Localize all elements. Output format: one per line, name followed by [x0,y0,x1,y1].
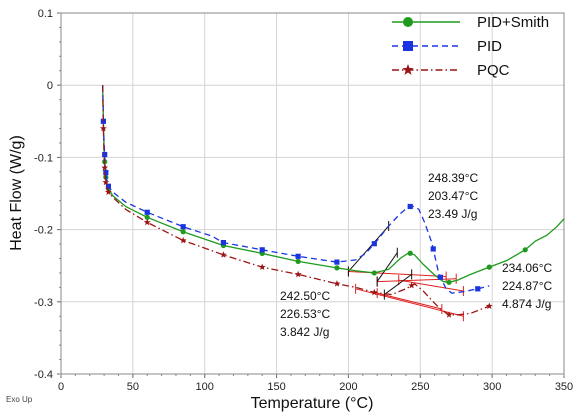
legend-label: PID+Smith [477,14,549,31]
data-point-marker [259,247,265,253]
data-point-marker [258,263,266,271]
x-tick-label: 100 [196,381,214,393]
analysis-tangent-line [398,279,464,292]
legend-marker [403,17,413,27]
data-point-marker [295,253,301,259]
legend-marker [402,64,414,75]
plot-area [60,12,565,375]
x-tick-label: 250 [411,381,429,393]
y-tick-label: 0 [47,80,53,92]
data-point-marker [475,286,481,292]
series-pid-smith [100,85,565,285]
legend-marker [403,41,413,51]
data-point-marker [334,265,340,271]
data-point-marker [144,209,150,215]
y-tick-label: 0.1 [38,8,53,20]
analysis-tangent-line [355,288,464,317]
analysis-tangent-line [377,292,442,310]
annotation-line: 234.06°C [502,261,553,275]
data-point-marker [371,270,377,276]
data-point-marker [408,281,416,289]
series-line [102,85,490,316]
data-point-marker [370,288,378,296]
y-tick-label: -0.2 [34,225,53,237]
annotation-line: 242.50°C [280,289,331,303]
analysis-tangent-line [377,278,457,283]
data-point-marker [407,250,413,256]
data-point-marker [144,214,150,220]
data-point-marker [220,239,226,246]
x-tick-label: 350 [555,381,573,393]
legend: PID+Smith PID PQC [392,14,549,79]
x-tick-label: 200 [339,381,357,393]
y-tick-label: -0.4 [34,369,53,381]
data-point-marker [143,218,151,226]
data-point-marker [446,279,452,285]
data-point-marker [486,264,492,270]
annotation-line: 4.874 J/g [502,297,551,311]
legend-entry: PID [392,38,502,55]
exo-up-label: Exo Up [6,395,33,404]
annotation-line: 3.842 J/g [280,325,329,339]
data-point-marker [102,151,108,158]
x-axis-title: Temperature (°C) [251,395,374,412]
x-tick-label: 300 [483,381,501,393]
x-tick-label: 0 [58,381,64,393]
series-layer [99,85,565,318]
y-axis-ticks: 0.1 0 -0.1 -0.2 -0.3 -0.4 [34,8,61,381]
data-point-marker [105,183,112,189]
x-tick-label: 150 [267,381,285,393]
data-point-marker [180,229,186,235]
annotation-line: 248.39°C [428,171,479,185]
analysis-lines [347,220,464,322]
x-axis-ticks: 0 50 100 150 200 250 300 350 [58,374,573,393]
peak-annotation: 248.39°C 203.47°C 23.49 J/g [428,171,479,221]
data-point-marker [485,302,493,310]
data-point-marker [105,188,112,195]
legend-entry: PID+Smith [392,14,549,31]
data-point-marker [445,311,453,318]
data-point-marker [295,258,301,264]
series-pid [100,85,490,294]
legend-label: PQC [477,62,510,79]
legend-label: PID [477,38,502,55]
data-point-marker [101,164,109,171]
series-pqc [99,85,493,318]
analysis-tangent-line [384,273,412,295]
data-point-marker [102,178,110,186]
analysis-tangent-line [376,252,398,282]
data-point-marker [522,247,528,253]
data-point-marker [334,259,340,265]
annotation-line: 224.87°C [502,279,553,293]
data-point-marker [103,169,109,176]
data-point-marker [407,203,413,210]
peak-annotation: 242.50°C 226.53°C 3.842 J/g [280,289,331,339]
data-point-marker [294,270,302,278]
annotations: 248.39°C 203.47°C 23.49 J/g 234.06°C 224.87°… [280,171,553,339]
grid [61,13,564,374]
data-point-marker [179,236,187,244]
peak-annotation: 234.06°C 224.87°C 4.874 J/g [502,261,553,311]
y-tick-label: -0.1 [34,152,53,164]
data-point-marker [99,124,107,132]
data-point-marker [333,280,341,287]
data-point-marker [180,224,186,230]
x-tick-label: 50 [127,381,139,393]
data-point-marker [100,118,106,124]
data-point-marker [371,241,377,247]
series-line [102,85,565,283]
annotation-line: 226.53°C [280,307,331,321]
data-point-marker [437,274,444,280]
annotation-line: 23.49 J/g [428,207,477,221]
y-tick-label: -0.3 [34,297,53,309]
data-point-marker [219,251,227,258]
y-axis-title: Heat Flow (W/g) [8,135,25,251]
annotation-line: 203.47°C [428,189,479,203]
data-point-marker [430,246,436,252]
legend-entry: PQC [392,62,510,79]
